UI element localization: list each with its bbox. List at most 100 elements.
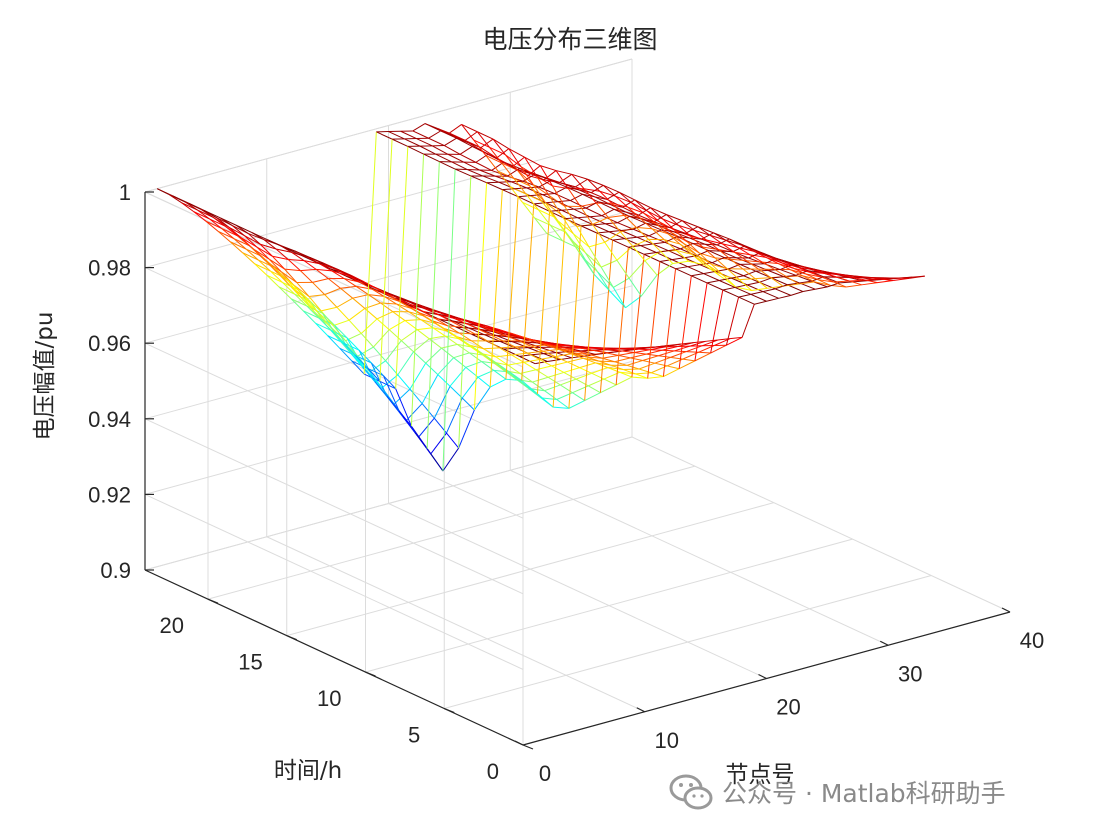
mesh-line-node [196,209,210,220]
x-tick-label: 10 [655,728,679,753]
mesh-line-node [583,357,596,364]
grid-z-side [144,267,524,444]
mesh-line-node [416,329,430,340]
mesh-line-time [555,353,572,358]
mesh-line-node [259,243,273,257]
mesh-line-node [694,282,708,361]
mesh-line-node [771,276,784,279]
mesh-line-time [352,294,369,299]
mesh-line-node [702,246,716,259]
mesh-line-node [396,303,409,313]
mesh-line-node [473,139,487,156]
mesh-line-time [683,242,700,254]
mesh-line-node [590,354,603,359]
mesh-line-node [441,312,455,319]
mesh-line-node [284,268,298,283]
mesh-line-node [667,233,681,245]
mesh-line-time [461,376,479,399]
mesh-line-node [849,280,862,286]
mesh-line-node [648,229,662,237]
mesh-line-time [312,278,329,283]
mesh-line-node [531,353,544,356]
mesh-line-node [746,260,759,270]
mesh-line-node [388,329,402,341]
mesh-line-node [480,329,494,333]
mesh-line-time [473,386,491,411]
mesh-line-node [561,208,574,211]
mesh-line-node [519,354,532,357]
mesh-line-node [738,293,751,298]
mesh-line-node [459,332,472,342]
mesh-line-time [523,358,540,363]
mesh-line-node [423,315,437,325]
mesh-line-node [496,148,510,159]
mesh-line-node [632,245,646,261]
mesh-line-node [828,271,842,276]
mesh-line-node [413,302,427,310]
mesh-line-node [805,273,819,281]
mesh-line-node [558,348,572,355]
mesh-line-node [261,255,275,268]
y-tick-mark [207,598,219,604]
mesh-line-node [381,387,395,405]
mesh-line-node [334,325,348,339]
mesh-line-time [336,297,353,308]
mesh-line-node [364,308,378,320]
mesh-line-time [627,206,644,214]
mesh-line-node [497,363,510,373]
mesh-line-node [544,202,558,221]
mesh-line-node [568,225,582,409]
y-tick-mark [286,635,297,641]
mesh-line-node [497,328,511,334]
mesh-line-time [678,224,695,231]
mesh-line-time [459,153,477,163]
mesh-line-node [690,235,704,248]
mesh-line-node [856,275,869,279]
mesh-line-node [637,348,650,351]
mesh-line-node [734,251,747,262]
mesh-line-node [621,228,634,231]
mesh-line-time [439,161,456,170]
mesh-line-node [331,270,345,279]
mesh-line-node [643,212,656,224]
mesh-line-node [242,252,255,265]
mesh-line-time [726,336,743,346]
x-tick-label: 40 [1020,628,1044,653]
mesh-line-time [739,263,756,272]
mesh-line-time [417,327,433,331]
mesh-line-node [614,361,628,366]
mesh-line-time [572,233,590,248]
mesh-line-time [611,202,628,208]
mesh-line-time [702,246,719,251]
mesh-line-node [685,226,699,234]
mesh-line-node [627,206,641,219]
mesh-line-node [711,263,724,276]
mesh-line-time [546,233,563,242]
mesh-line-time [603,184,620,193]
mesh-line-time [629,215,646,224]
mesh-line-node [611,202,625,216]
mesh-line-time [638,214,655,223]
mesh-line-node [306,305,320,319]
mesh-line-time [686,241,703,248]
mesh-line-node [587,178,601,192]
mesh-line-node [631,254,645,378]
mesh-line-node [371,288,385,297]
mesh-line-node [488,358,502,368]
y-tick-mark [365,671,376,677]
mesh-line-node [719,277,732,282]
mesh-line-time [517,196,535,205]
mesh-line-node [743,270,756,277]
mesh-line-time [348,308,366,321]
mesh-line-node [540,397,554,408]
mesh-line-node [656,250,669,253]
mesh-line-node [310,257,324,264]
mesh-line-time [673,231,690,239]
mesh-line-node [551,365,565,373]
mesh-line-time [602,354,619,359]
mesh-line-time [654,356,671,364]
mesh-line-node [912,275,925,278]
wechat-icon [669,774,713,810]
mesh-line-node [346,337,360,351]
mesh-line-time [288,258,304,262]
